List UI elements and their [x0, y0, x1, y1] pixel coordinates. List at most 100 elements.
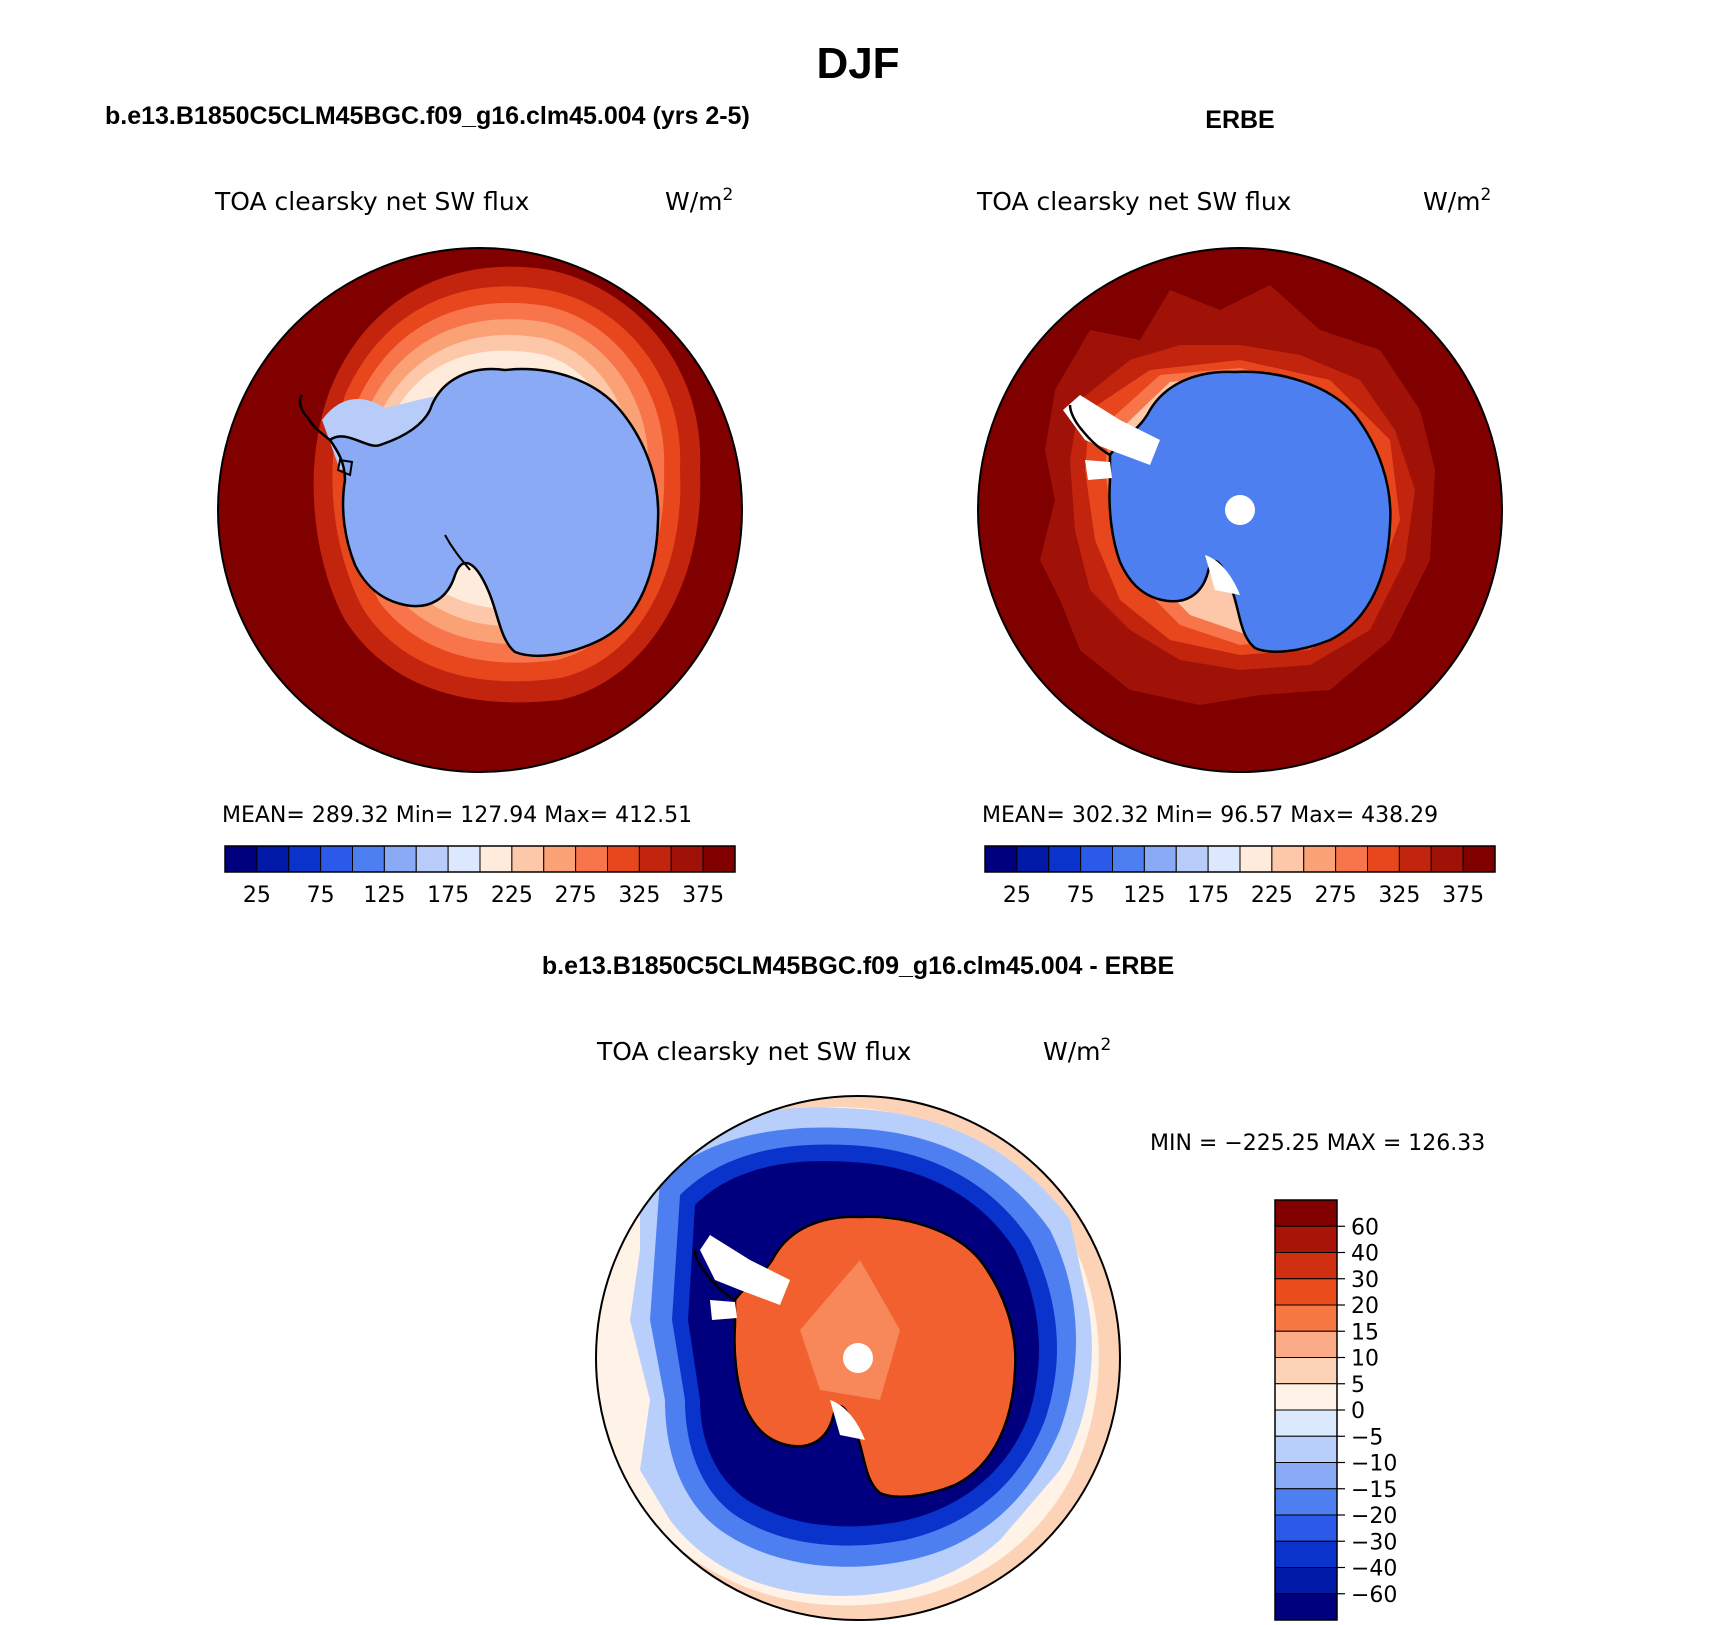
colorbar-diff-tick-label: 10: [1351, 1347, 1379, 1372]
colorbar-diff-tick-label: 30: [1351, 1268, 1379, 1293]
panel-obs-map-border: [977, 247, 1503, 773]
colorbar-obs-swatch: [1239, 845, 1273, 873]
colorbar-obs-swatch: [1207, 845, 1241, 873]
colorbar-model-swatch: [575, 845, 608, 873]
panel-model-stats: MEAN= 289.32 Min= 127.94 Max= 412.51: [222, 803, 692, 828]
panel-diff-units: W/m2: [1043, 1035, 1111, 1066]
colorbar-diff-tick-label: −60: [1351, 1583, 1397, 1608]
colorbar-obs-swatch: [1430, 845, 1464, 873]
colorbar-diff-swatch: [1274, 1199, 1338, 1227]
colorbar-diff-swatch: [1274, 1409, 1338, 1437]
colorbar-diff-swatch: [1274, 1567, 1338, 1595]
colorbar-model-tick-label: 375: [682, 883, 724, 908]
colorbar-obs-tick-label: 325: [1378, 883, 1420, 908]
colorbar-diff-tick-label: −5: [1351, 1425, 1383, 1450]
colorbar-diff-tick-label: −40: [1351, 1557, 1397, 1582]
colorbar-model-swatch: [638, 845, 672, 873]
colorbar-model-swatch: [511, 845, 545, 873]
panel-obs-variable: TOA clearsky net SW flux: [976, 187, 1291, 216]
colorbar-diff-swatch: [1274, 1435, 1338, 1463]
colorbar-diff-tick-label: 60: [1351, 1215, 1379, 1240]
colorbar-diff-swatch: [1274, 1540, 1338, 1568]
panel-model-colorbar: 25 75 125 175 225 275 325 375: [224, 845, 736, 908]
colorbar-diff-swatch: [1274, 1357, 1338, 1385]
colorbar-model-tick-label: 325: [618, 883, 660, 908]
panel-diff-variable: TOA clearsky net SW flux: [596, 1037, 911, 1066]
colorbar-diff-swatch: [1274, 1514, 1338, 1542]
colorbar-obs-swatch: [1080, 845, 1113, 873]
colorbar-diff-tick-label: 40: [1351, 1242, 1379, 1267]
colorbar-diff-tick-label: −30: [1351, 1530, 1397, 1555]
colorbar-model-swatch: [543, 845, 577, 873]
colorbar-model-swatch: [352, 845, 385, 873]
colorbar-obs-swatch: [1367, 845, 1400, 873]
colorbar-model-swatch: [479, 845, 513, 873]
colorbar-obs-tick-label: 75: [1067, 883, 1095, 908]
colorbar-obs-tick-label: 175: [1187, 883, 1229, 908]
colorbar-model-swatch: [447, 845, 481, 873]
panel-model-variable: TOA clearsky net SW flux: [214, 187, 529, 216]
panel-model-units: W/m2: [665, 185, 733, 216]
colorbar-obs-tick-label: 225: [1251, 883, 1293, 908]
colorbar-obs-swatch: [1112, 845, 1145, 873]
colorbar-model-swatch: [607, 845, 640, 873]
colorbar-diff-swatch: [1274, 1330, 1338, 1358]
colorbar-diff-swatch: [1274, 1252, 1338, 1280]
colorbar-diff-tick-label: −10: [1351, 1452, 1397, 1477]
colorbar-obs-swatch: [1303, 845, 1337, 873]
panel-model-map: [218, 248, 742, 772]
colorbar-diff-swatch: [1274, 1304, 1338, 1332]
colorbar-diff-tick-label: −15: [1351, 1478, 1397, 1503]
colorbar-model-swatch: [383, 845, 417, 873]
panel-obs-stats: MEAN= 302.32 Min= 96.57 Max= 438.29: [982, 803, 1438, 828]
figure-title: DJF: [816, 39, 899, 88]
panel-diff-map: [596, 1096, 1120, 1620]
colorbar-model-tick-label: 275: [555, 883, 597, 908]
panel-model-title: b.e13.B1850C5CLM45BGC.f09_g16.clm45.004 …: [105, 102, 750, 130]
colorbar-model-swatch: [320, 845, 353, 873]
colorbar-obs-tick-label: 375: [1442, 883, 1484, 908]
panel-obs-colorbar: 25 75 125 175 225 275 325 375: [984, 845, 1496, 908]
colorbar-diff-swatch: [1274, 1225, 1338, 1253]
colorbar-diff-tick-label: −20: [1351, 1504, 1397, 1529]
colorbar-obs-tick-label: 125: [1123, 883, 1165, 908]
colorbar-diff-tick-label: 20: [1351, 1294, 1379, 1319]
colorbar-model-swatch: [415, 845, 449, 873]
colorbar-obs-swatch: [1398, 845, 1432, 873]
colorbar-obs-swatch: [1335, 845, 1368, 873]
colorbar-diff-swatch: [1274, 1278, 1338, 1306]
antarctica-outline-model: [328, 367, 660, 658]
panel-diff-title: b.e13.B1850C5CLM45BGC.f09_g16.clm45.004 …: [542, 952, 1174, 980]
colorbar-model-tick-label: 25: [243, 883, 271, 908]
colorbar-obs-tick-label: 25: [1003, 883, 1031, 908]
colorbar-diff-tick-label: 5: [1351, 1373, 1365, 1398]
colorbar-obs-swatch: [1143, 845, 1177, 873]
colorbar-diff-tick-label: 0: [1351, 1399, 1365, 1424]
colorbar-obs-swatch: [1271, 845, 1305, 873]
colorbar-model-tick-label: 175: [427, 883, 469, 908]
colorbar-model-swatch: [702, 845, 736, 873]
panel-obs-title: ERBE: [1205, 106, 1274, 134]
colorbar-obs-swatch: [984, 845, 1018, 873]
colorbar-obs-tick-label: 275: [1315, 883, 1357, 908]
colorbar-diff-swatch: [1274, 1383, 1338, 1411]
colorbar-obs-swatch: [1016, 845, 1050, 873]
colorbar-model-swatch: [670, 845, 704, 873]
colorbar-obs-swatch: [1048, 845, 1082, 873]
colorbar-model-swatch: [224, 845, 258, 873]
colorbar-diff-swatch: [1274, 1593, 1338, 1621]
panel-model-map-border: [217, 247, 743, 773]
colorbar-model-tick-label: 225: [491, 883, 533, 908]
colorbar-model-tick-label: 125: [363, 883, 405, 908]
colorbar-obs-swatch: [1175, 845, 1209, 873]
colorbar-model-swatch: [288, 845, 322, 873]
panel-obs-map: [978, 248, 1502, 772]
colorbar-model-tick-label: 75: [307, 883, 335, 908]
colorbar-model-swatch: [256, 845, 290, 873]
colorbar-diff-swatch: [1274, 1488, 1338, 1516]
panel-diff-stats: MIN = −225.25 MAX = 126.33: [1150, 1131, 1485, 1156]
panel-obs-units: W/m2: [1423, 185, 1491, 216]
colorbar-diff-swatch: [1274, 1462, 1338, 1490]
